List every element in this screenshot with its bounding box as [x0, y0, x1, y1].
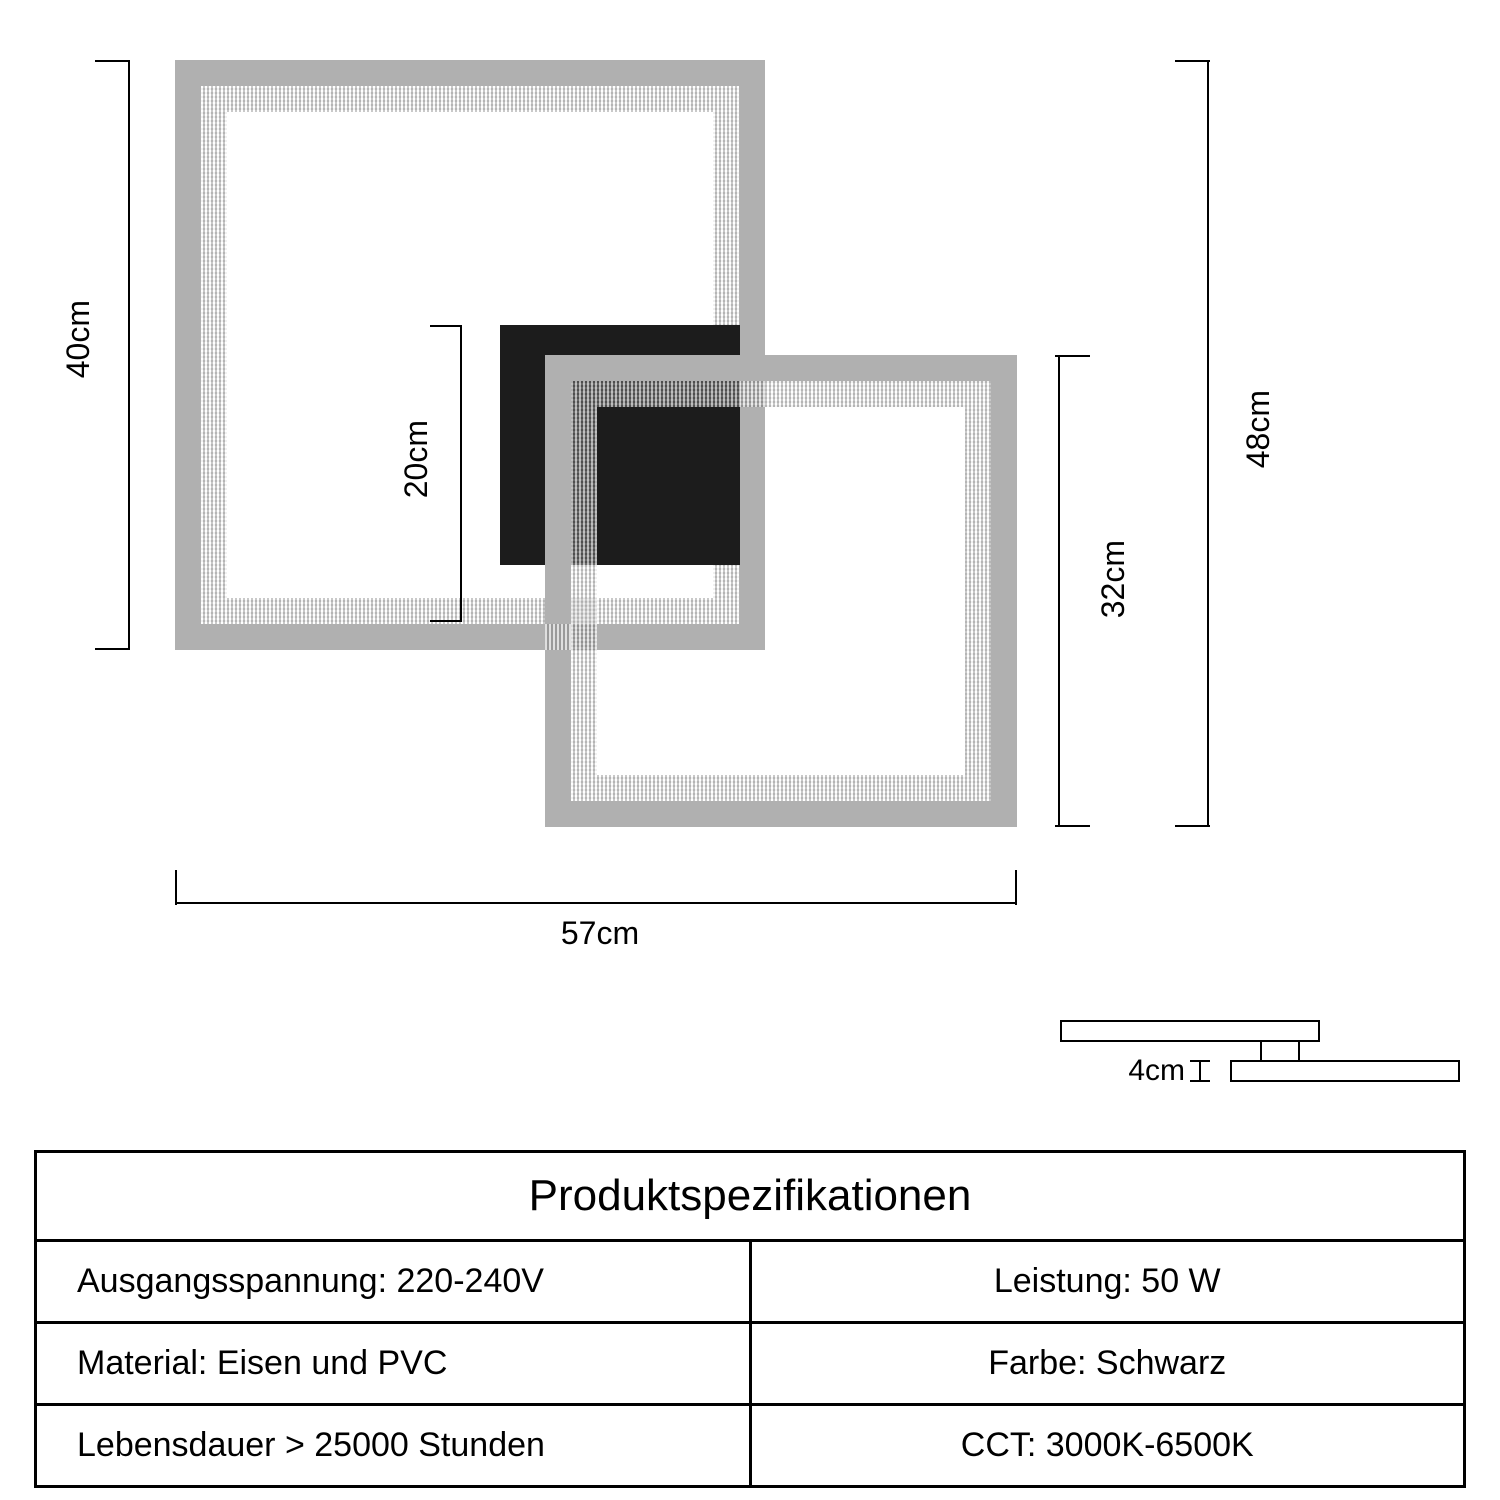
dim-57-tick-l — [175, 870, 177, 905]
table-row: Ausgangsspannung: 220-240V Leistung: 50 … — [36, 1241, 1465, 1323]
dim-20-label: 20cm — [398, 420, 435, 498]
dim-57-label: 57cm — [540, 915, 660, 952]
spec-cell: Farbe: Schwarz — [750, 1323, 1465, 1405]
spec-table: Produktspezifikationen Ausgangsspannung:… — [34, 1150, 1466, 1488]
dim-20-tick-top — [430, 325, 462, 327]
profile-connector — [1260, 1040, 1300, 1062]
small-square-frame — [545, 355, 1017, 827]
dim-32-label: 32cm — [1095, 540, 1132, 618]
spec-cell: CCT: 3000K-6500K — [750, 1405, 1465, 1487]
profile-top-bar — [1060, 1020, 1320, 1042]
dim-48-tick-top — [1175, 60, 1210, 62]
table-row: Produktspezifikationen — [36, 1152, 1465, 1241]
dim-40-tick-bot — [95, 648, 130, 650]
dim-57-tick-r — [1015, 870, 1017, 905]
dim-48-line — [1207, 60, 1209, 827]
table-row: Material: Eisen und PVC Farbe: Schwarz — [36, 1323, 1465, 1405]
spec-table-title: Produktspezifikationen — [36, 1152, 1465, 1241]
dim-40-tick-top — [95, 60, 130, 62]
dim-4-label: 4cm — [1105, 1054, 1185, 1088]
big-frame-overlap-strip — [545, 624, 571, 650]
side-profile: 4cm — [1060, 1020, 1460, 1110]
dim-40-label: 40cm — [60, 300, 97, 378]
dim-32-tick-bot — [1055, 825, 1090, 827]
canvas: 40cm 20cm 32cm 48cm 57cm 4cm Produktspez… — [0, 0, 1500, 1500]
profile-bottom-bar — [1230, 1060, 1460, 1082]
dim-20-tick-bot — [430, 620, 462, 622]
spec-cell: Lebensdauer > 25000 Stunden — [36, 1405, 751, 1487]
dim-57-line — [175, 902, 1017, 904]
dim-4-line — [1199, 1060, 1201, 1082]
dim-32-tick-top — [1055, 355, 1090, 357]
dim-48-tick-bot — [1175, 825, 1210, 827]
spec-cell: Leistung: 50 W — [750, 1241, 1465, 1323]
dim-48-label: 48cm — [1240, 390, 1277, 468]
dim-32-line — [1058, 355, 1060, 827]
dim-20-line — [460, 325, 462, 622]
spec-cell: Material: Eisen und PVC — [36, 1323, 751, 1405]
table-row: Lebensdauer > 25000 Stunden CCT: 3000K-6… — [36, 1405, 1465, 1487]
spec-cell: Ausgangsspannung: 220-240V — [36, 1241, 751, 1323]
dim-40-line — [128, 60, 130, 650]
